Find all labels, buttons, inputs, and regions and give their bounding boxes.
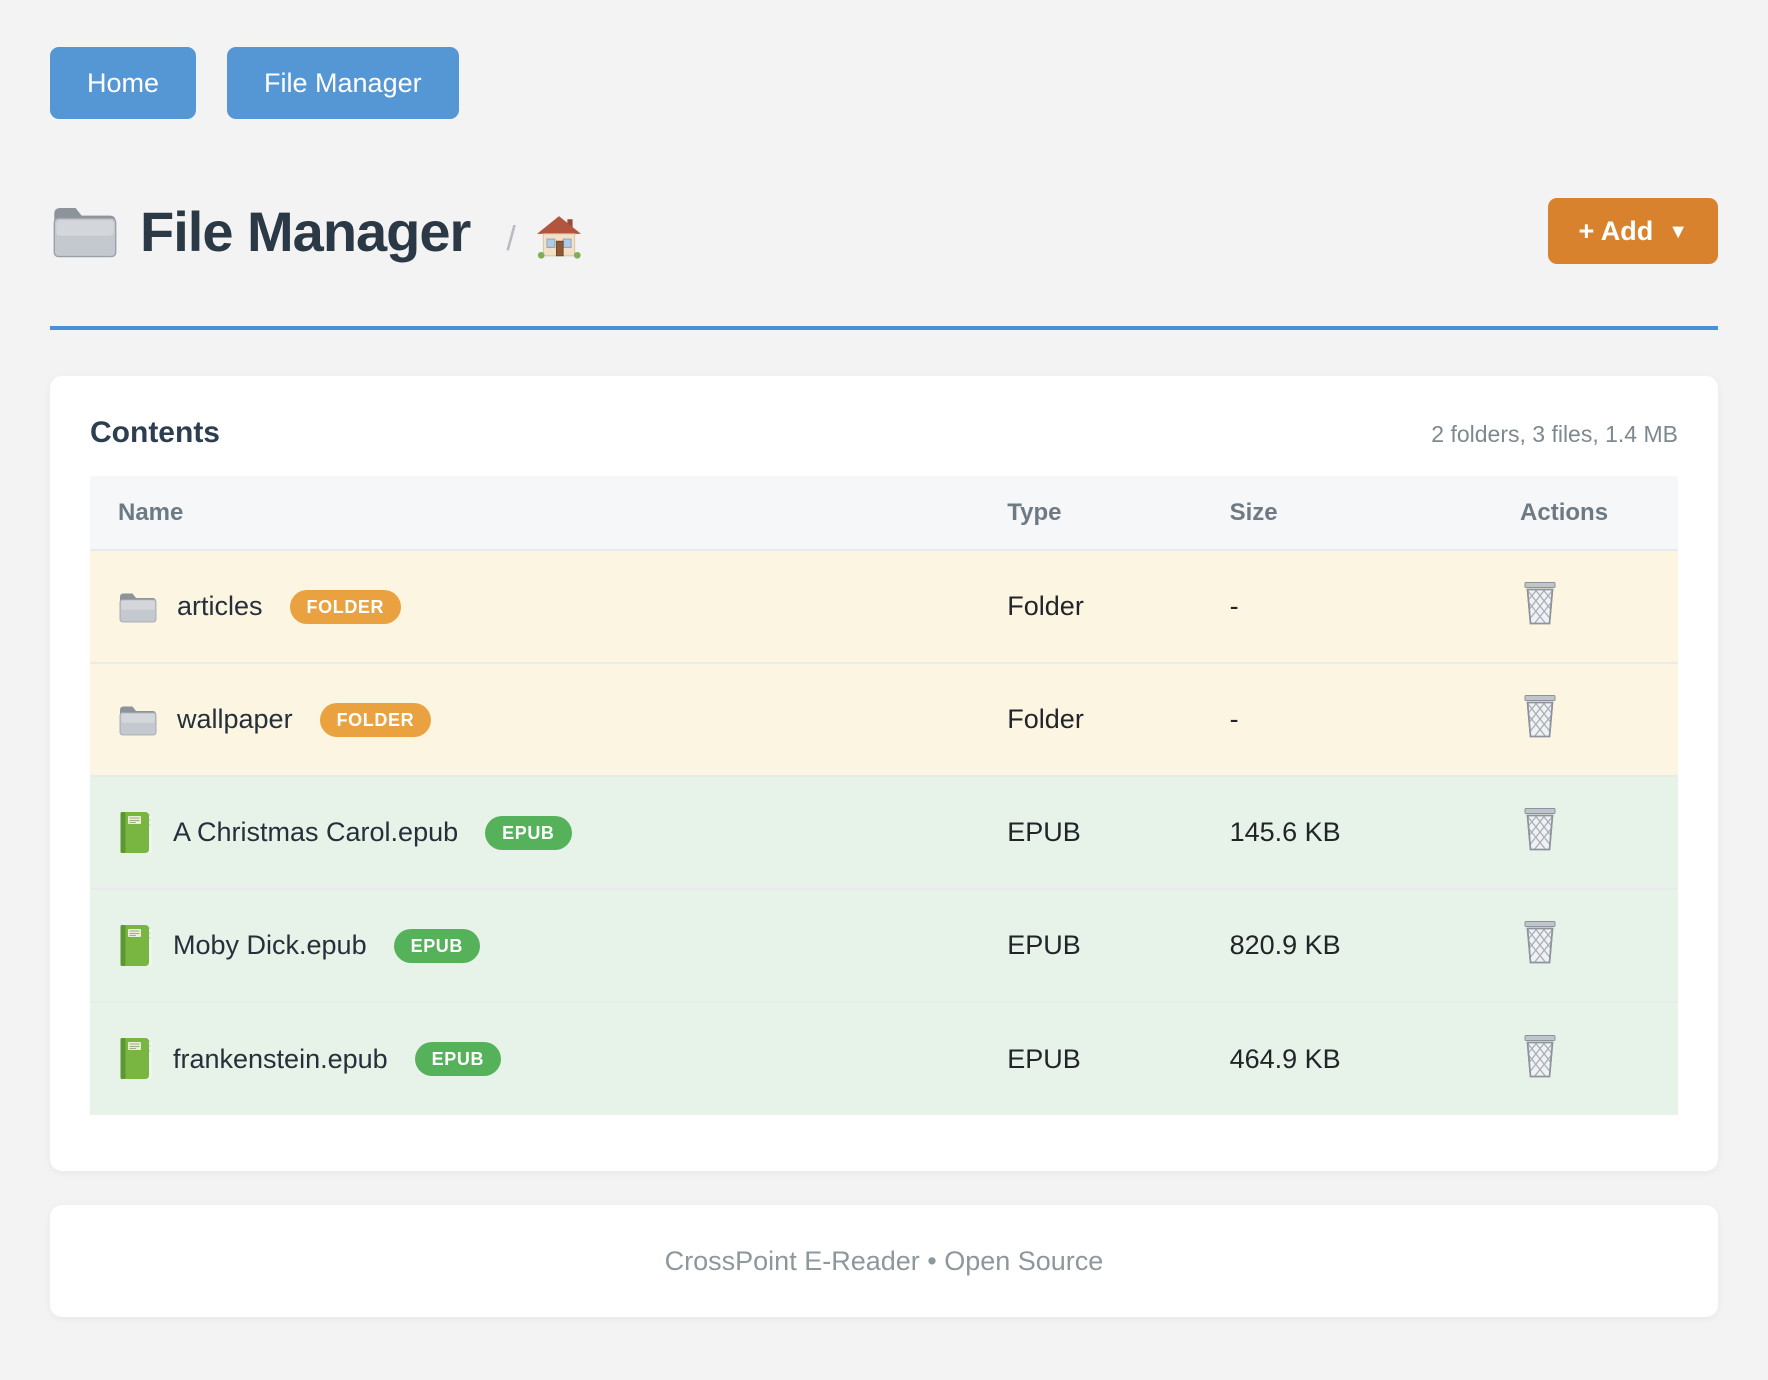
wastebasket-icon: [1520, 919, 1560, 965]
breadcrumb-nav: Home File Manager: [50, 47, 1718, 119]
add-button-label: + Add: [1578, 215, 1654, 246]
house-icon[interactable]: [536, 215, 582, 259]
file-name[interactable]: Moby Dick.epub: [173, 930, 367, 960]
file-manager-button[interactable]: File Manager: [227, 47, 459, 119]
file-name[interactable]: articles: [177, 591, 263, 621]
type-cell: EPUB: [979, 1001, 1202, 1115]
file-table: Name Type Size Actions articles FOLDER F…: [90, 476, 1678, 1115]
footer-text: CrossPoint E-Reader • Open Source: [664, 1245, 1104, 1276]
column-header-name: Name: [90, 476, 980, 550]
green-book-icon: [118, 1036, 154, 1082]
title-underline: [50, 326, 1718, 330]
folder-icon: [118, 590, 158, 624]
type-badge: EPUB: [414, 1042, 502, 1076]
file-name[interactable]: A Christmas Carol.epub: [173, 817, 459, 847]
contents-card: Contents 2 folders, 3 files, 1.4 MB Name…: [50, 376, 1718, 1171]
type-cell: Folder: [979, 549, 1202, 663]
file-name[interactable]: wallpaper: [177, 704, 293, 734]
breadcrumb-separator: /: [506, 219, 516, 258]
table-row[interactable]: Moby Dick.epub EPUB EPUB 820.9 KB: [90, 888, 1678, 1002]
delete-button[interactable]: [1520, 1033, 1560, 1079]
column-header-type: Type: [979, 476, 1202, 550]
delete-button[interactable]: [1520, 580, 1560, 626]
file-name[interactable]: frankenstein.epub: [173, 1043, 388, 1074]
type-badge: FOLDER: [319, 702, 432, 737]
page-title: File Manager: [140, 199, 471, 263]
wastebasket-icon: [1520, 580, 1560, 626]
footer-card: CrossPoint E-Reader • Open Source: [50, 1205, 1718, 1317]
size-cell: 145.6 KB: [1201, 775, 1409, 889]
table-row[interactable]: wallpaper FOLDER Folder -: [90, 662, 1678, 776]
size-cell: -: [1201, 662, 1409, 776]
table-row[interactable]: articles FOLDER Folder -: [90, 549, 1678, 663]
green-book-icon: [118, 923, 154, 969]
delete-button[interactable]: [1520, 806, 1560, 852]
contents-card-header: Contents 2 folders, 3 files, 1.4 MB: [90, 416, 1678, 450]
delete-button[interactable]: [1520, 919, 1560, 965]
caret-down-icon: ▼: [1668, 221, 1688, 243]
size-cell: 464.9 KB: [1201, 1001, 1409, 1115]
file-table-head: Name Type Size Actions: [90, 476, 1678, 550]
folder-icon: [50, 202, 120, 260]
size-cell: 820.9 KB: [1201, 888, 1409, 1002]
size-cell: -: [1201, 549, 1409, 663]
type-cell: EPUB: [979, 775, 1202, 889]
wastebasket-icon: [1520, 693, 1560, 739]
type-badge: EPUB: [393, 928, 481, 963]
column-header-size: Size: [1201, 476, 1409, 550]
title-group: File Manager /: [50, 199, 582, 264]
contents-heading: Contents: [90, 416, 220, 449]
wastebasket-icon: [1520, 1033, 1560, 1079]
page: Home File Manager File Manager / + Add ▼…: [50, 47, 1718, 1317]
delete-button[interactable]: [1520, 693, 1560, 739]
type-badge: EPUB: [485, 815, 572, 850]
contents-summary: 2 folders, 3 files, 1.4 MB: [1431, 421, 1678, 447]
table-body: articles FOLDER Folder - wallpaper FOLDE…: [90, 549, 1678, 1115]
type-cell: EPUB: [979, 888, 1202, 1002]
home-button[interactable]: Home: [50, 47, 197, 119]
table-row[interactable]: A Christmas Carol.epub EPUB EPUB 145.6 K…: [90, 775, 1678, 889]
wastebasket-icon: [1520, 806, 1560, 852]
add-button[interactable]: + Add ▼: [1548, 198, 1718, 264]
type-cell: Folder: [979, 662, 1202, 776]
page-header: File Manager / + Add ▼: [50, 198, 1718, 264]
folder-icon: [118, 703, 158, 737]
table-row[interactable]: frankenstein.epub EPUB EPUB 464.9 KB: [90, 1001, 1678, 1115]
green-book-icon: [118, 810, 154, 856]
type-badge: FOLDER: [289, 589, 402, 624]
column-header-actions: Actions: [1408, 476, 1678, 550]
